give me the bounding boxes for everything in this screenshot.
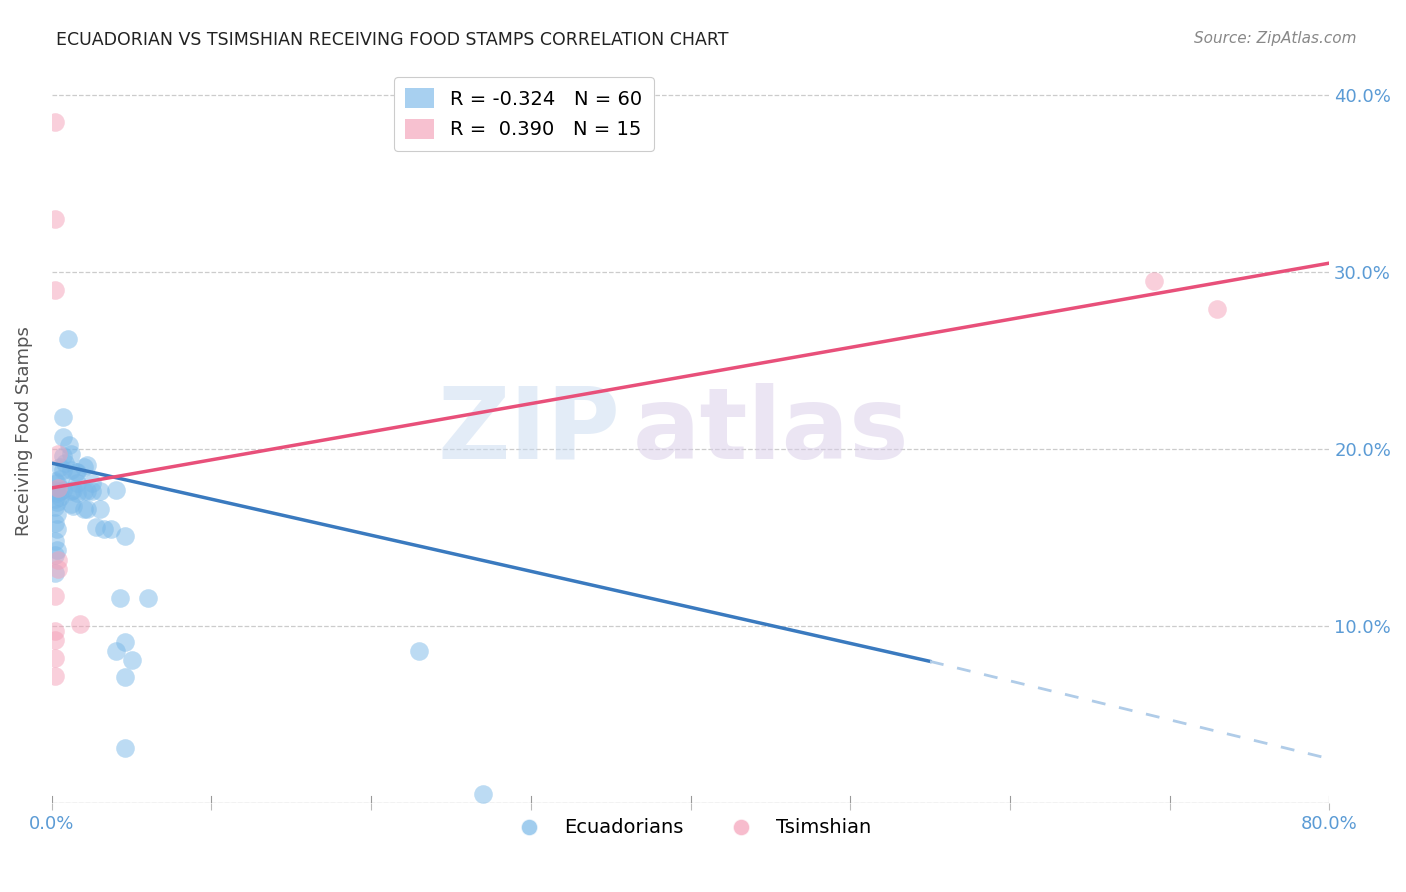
Point [1206, 302, 1229, 317]
Point [44, 114, 66, 128]
Point [53, 456, 76, 470]
Point [59, 463, 82, 477]
Point [100, 522, 122, 536]
Text: Source: ZipAtlas.com: Source: ZipAtlas.com [1194, 31, 1357, 46]
Point [114, 741, 136, 756]
Point [52, 483, 75, 497]
Point [44, 566, 66, 580]
Point [44, 548, 66, 562]
Point [44, 474, 66, 488]
Point [46, 447, 69, 461]
Point [44, 211, 66, 226]
Point [44, 650, 66, 665]
Point [48, 490, 70, 504]
Point [89, 484, 111, 499]
Point [65, 465, 87, 479]
Point [45, 522, 67, 536]
Legend: Ecuadorians, Tsimshian: Ecuadorians, Tsimshian [502, 811, 880, 846]
Point [114, 529, 136, 543]
Point [45, 508, 67, 522]
Point [73, 484, 96, 499]
Point [104, 644, 127, 658]
Point [76, 502, 98, 516]
Point [73, 459, 96, 474]
Point [44, 624, 66, 639]
Point [86, 520, 108, 534]
Point [69, 617, 91, 632]
Point [59, 484, 82, 499]
Point [44, 668, 66, 682]
Point [52, 429, 75, 443]
Point [59, 447, 82, 461]
Point [471, 787, 494, 801]
Point [48, 484, 70, 499]
Point [121, 652, 143, 666]
Point [46, 553, 69, 567]
Point [62, 499, 84, 513]
Point [62, 483, 84, 497]
Point [56, 332, 79, 346]
Text: ZIP: ZIP [437, 383, 620, 480]
Point [408, 644, 430, 658]
Point [44, 483, 66, 497]
Point [44, 491, 66, 506]
Point [114, 670, 136, 684]
Point [59, 497, 82, 511]
Point [73, 502, 96, 516]
Point [45, 475, 67, 490]
Point [80, 475, 103, 490]
Point [45, 542, 67, 557]
Point [44, 633, 66, 648]
Point [89, 502, 111, 516]
Point [66, 486, 89, 500]
Y-axis label: Receiving Food Stamps: Receiving Food Stamps [15, 326, 32, 536]
Point [66, 475, 89, 490]
Point [45, 486, 67, 500]
Point [48, 472, 70, 486]
Point [45, 495, 67, 509]
Point [76, 458, 98, 472]
Point [48, 459, 70, 474]
Point [58, 438, 80, 452]
Point [1142, 274, 1164, 288]
Point [136, 591, 159, 605]
Text: atlas: atlas [633, 383, 910, 480]
Point [52, 449, 75, 463]
Point [44, 589, 66, 603]
Point [93, 522, 115, 536]
Point [76, 484, 98, 499]
Point [114, 635, 136, 649]
Point [52, 463, 75, 477]
Point [44, 516, 66, 531]
Point [46, 562, 69, 576]
Point [66, 465, 89, 479]
Point [46, 481, 69, 495]
Point [44, 500, 66, 515]
Point [52, 410, 75, 425]
Point [110, 591, 132, 605]
Point [44, 283, 66, 297]
Point [104, 483, 127, 497]
Text: ECUADORIAN VS TSIMSHIAN RECEIVING FOOD STAMPS CORRELATION CHART: ECUADORIAN VS TSIMSHIAN RECEIVING FOOD S… [56, 31, 728, 49]
Point [44, 534, 66, 549]
Point [80, 484, 103, 499]
